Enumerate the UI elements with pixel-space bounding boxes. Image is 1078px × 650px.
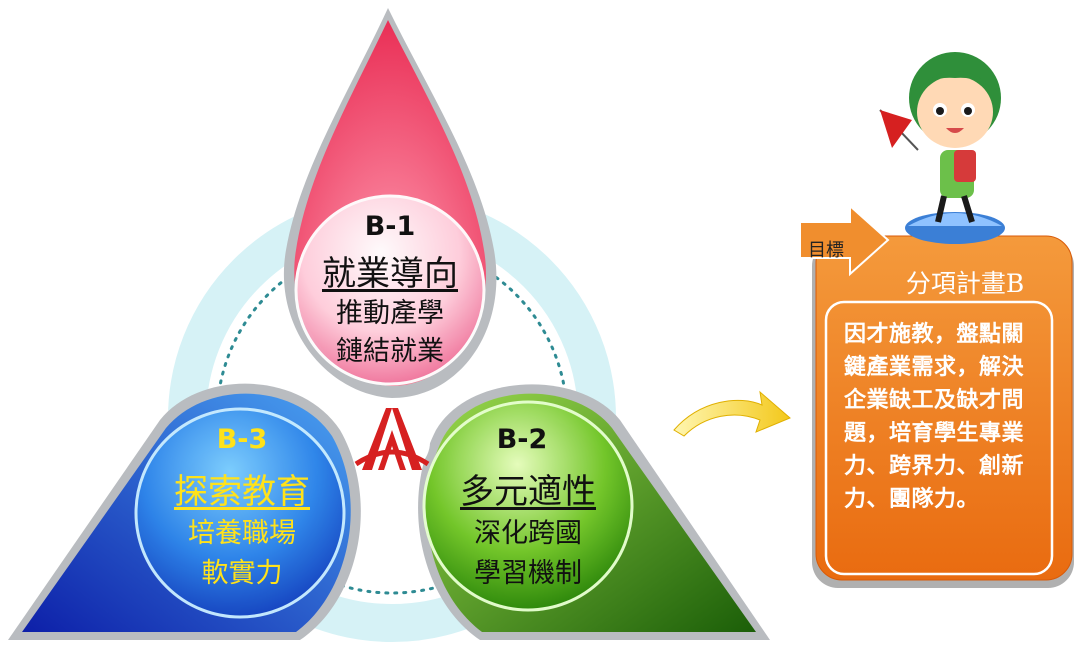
school-logo-icon	[354, 408, 430, 476]
curved-arrow-icon	[673, 390, 791, 437]
segment-b2-line-1: 深化跨國	[474, 518, 582, 549]
segment-b2-code: B-2	[496, 424, 548, 455]
segment-b1-shape	[283, 8, 497, 398]
goal-title: 分項計畫B	[905, 269, 1025, 298]
goal-box-shape	[799, 203, 1074, 588]
segment-b2-shape	[418, 384, 770, 640]
segment-b2-line-2: 學習機制	[474, 558, 582, 589]
segment-b3-line-2: 軟實力	[201, 558, 283, 589]
segment-b3-code: B-3	[216, 424, 268, 455]
segment-b1-line-1: 推動產學	[336, 298, 444, 329]
segment-b1-code: B-1	[364, 211, 416, 242]
segment-b3-shape	[8, 383, 361, 640]
goal-body: 因才施教，盤點關鍵產業需求，解決企業缺工及缺才問題，培育學生專業力、跨界力、創新…	[844, 321, 1025, 512]
segment-b3-title: 探索教育	[174, 472, 310, 512]
segment-b3-line-1: 培養職場	[188, 518, 296, 549]
segment-b1-line-2: 鏈結就業	[336, 336, 444, 367]
mascot-girl-icon	[879, 52, 1005, 244]
segment-b1-title: 就業導向	[322, 254, 458, 294]
segment-b2-title: 多元適性	[460, 472, 596, 512]
goal-tag: 目標	[808, 240, 844, 261]
